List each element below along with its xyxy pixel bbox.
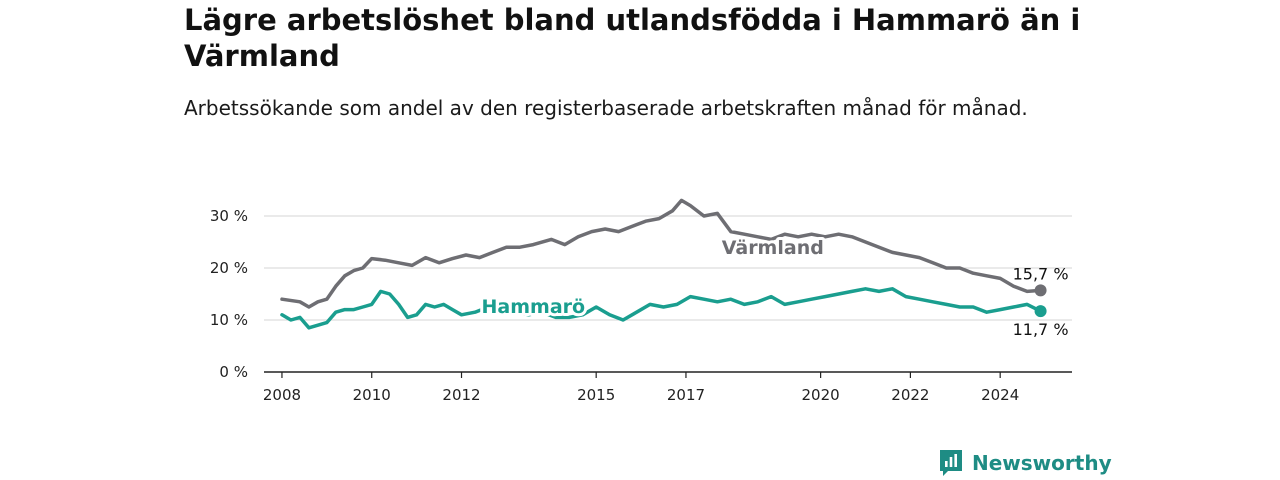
y-tick-label: 30 % (210, 207, 248, 225)
newsworthy-logo-icon (940, 450, 962, 476)
x-tick-label: 2012 (442, 386, 480, 404)
y-tick-label: 10 % (210, 311, 248, 329)
series-line-varmland (280, 198, 1043, 309)
series-line-hammaro (280, 287, 1043, 330)
x-tick-label: 2022 (891, 386, 929, 404)
series-name-label: Hammarö (482, 296, 586, 318)
series-end-label: 15,7 % (1013, 264, 1069, 283)
brand-name: Newsworthy (972, 451, 1112, 475)
x-tick-label: 2017 (667, 386, 705, 404)
y-tick-label: 20 % (210, 259, 248, 277)
series-name-halo: Hammarö (482, 296, 586, 318)
y-axis-ticks: 0 % 10 % 20 % 30 % (210, 207, 248, 381)
x-tick-label: 2008 (263, 386, 301, 404)
gridlines (264, 215, 1072, 321)
series-lines (280, 198, 1047, 330)
x-tick-label: 2024 (981, 386, 1019, 404)
series-name-label: Värmland (722, 237, 824, 259)
y-tick-label: 0 % (219, 363, 248, 381)
line-chart: 0 % 10 % 20 % 30 % 2008 2010 2012 2015 2017 2020… (210, 198, 1072, 404)
x-tick-label: 2020 (802, 386, 840, 404)
chart-subtitle: Arbetssökande som andel av den registerb… (184, 96, 1028, 120)
series-name-halo: Värmland (722, 237, 824, 259)
chart-title: Lägre arbetslöshet bland utlandsfödda i … (184, 3, 1081, 73)
series-labels: 15,7 %11,7 %VärmlandVärmlandHammaröHamma… (479, 234, 1069, 339)
x-tick-label: 2015 (577, 386, 615, 404)
series-end-point (1034, 284, 1047, 297)
series-end-label: 11,7 % (1013, 320, 1069, 339)
brand-logo: Newsworthy (938, 448, 1112, 478)
x-axis-ticks: 2008 2010 2012 2015 2017 2020 2022 2024 (263, 372, 1019, 404)
x-tick-label: 2010 (353, 386, 391, 404)
series-end-point (1034, 305, 1047, 318)
